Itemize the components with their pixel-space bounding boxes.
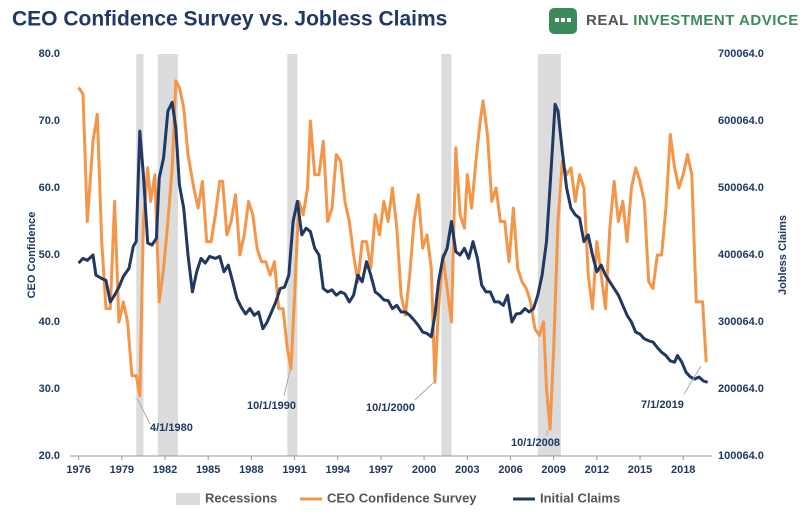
x-tick-label: 1976: [66, 464, 90, 476]
series-line: [77, 100, 709, 384]
annotation: 10/1/2008: [511, 437, 560, 449]
legend-label: CEO Confidence Survey: [327, 490, 477, 505]
brand-word: REAL: [586, 12, 629, 29]
logo-dot: [567, 18, 571, 22]
y2-tick-label: 100064.0: [718, 450, 764, 462]
y-tick-label: 20.0: [39, 450, 60, 462]
brand-name: REAL INVESTMENT ADVICE: [586, 12, 799, 29]
logo-dot: [561, 18, 565, 22]
annotation: 10/1/2000: [366, 402, 415, 414]
x-tick-label: 1994: [325, 464, 350, 476]
x-tick-label: 1982: [153, 464, 177, 476]
x-tick-label: 2009: [541, 464, 565, 476]
y2-axis-title: Jobless Claims: [777, 215, 789, 295]
annotation-leader: [414, 382, 434, 401]
annotation-leader: [283, 369, 291, 397]
y-tick-label: 80.0: [39, 48, 60, 60]
y-tick-label: 30.0: [39, 383, 60, 395]
y2-tick-label: 500064.0: [718, 182, 764, 194]
annotation: 10/1/1990: [247, 400, 296, 412]
x-tick-label: 2015: [628, 464, 652, 476]
legend-swatch: [176, 493, 200, 505]
x-tick-label: 2000: [412, 464, 436, 476]
annotation: 7/1/2019: [641, 399, 684, 411]
annotation-leader: [683, 365, 702, 395]
annotation-leader: [136, 397, 151, 425]
y-tick-label: 40.0: [39, 316, 60, 328]
chart-title: CEO Confidence Survey vs. Jobless Claims: [12, 8, 447, 31]
y-tick-label: 60.0: [39, 182, 60, 194]
x-tick-label: 1997: [369, 464, 393, 476]
y2-tick-label: 300064.0: [718, 316, 764, 328]
brand-word: ADVICE: [739, 12, 799, 29]
y-tick-label: 70.0: [39, 115, 60, 127]
y2-tick-label: 400064.0: [718, 249, 764, 261]
logo-dot: [555, 18, 559, 22]
x-tick-label: 1985: [196, 464, 220, 476]
x-tick-label: 1991: [282, 464, 306, 476]
brand-word: INVESTMENT: [633, 12, 735, 29]
y2-tick-label: 600064.0: [718, 115, 764, 127]
y-tick-label: 50.0: [39, 249, 60, 261]
annotation: 4/1/1980: [150, 422, 193, 434]
y2-tick-label: 700064.0: [718, 48, 764, 60]
legend-label: Initial Claims: [540, 490, 620, 505]
series-line: [77, 79, 708, 431]
recession-band: [136, 54, 144, 456]
recession-band: [441, 54, 452, 456]
legend-label: Recessions: [205, 490, 277, 505]
recession-band: [287, 54, 298, 456]
x-tick-label: 2018: [671, 464, 695, 476]
x-tick-label: 1979: [110, 464, 134, 476]
brand-logo: REAL INVESTMENT ADVICE: [549, 8, 799, 34]
x-tick-label: 2012: [585, 464, 609, 476]
x-tick-label: 2003: [455, 464, 479, 476]
y2-tick-label: 200064.0: [718, 383, 764, 395]
y-axis-title: CEO Confidence: [26, 212, 38, 299]
x-tick-label: 2006: [498, 464, 522, 476]
x-tick-label: 1988: [239, 464, 263, 476]
